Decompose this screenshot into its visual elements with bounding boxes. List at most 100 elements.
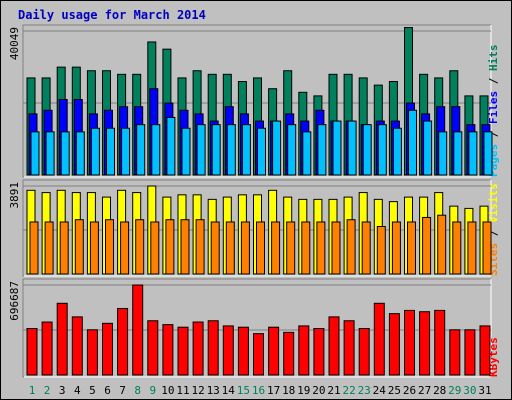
bar-pages [90, 127, 100, 176]
x-tick-label: 3 [59, 384, 66, 397]
bar-pages [226, 124, 236, 176]
bar-pages [392, 127, 402, 176]
x-tick-label: 17 [267, 384, 280, 397]
bar-pages [181, 127, 191, 176]
bar-sites [301, 221, 311, 275]
legend-entry: Visits [487, 183, 500, 223]
bar-kbytes [41, 321, 53, 376]
bar-pages [483, 131, 493, 176]
bar-sites [256, 221, 265, 275]
bar-kbytes [86, 329, 98, 376]
bar-sites [376, 226, 386, 275]
bar-sites [240, 221, 250, 275]
bar-pages [438, 131, 448, 176]
x-tick-label: 9 [149, 384, 156, 397]
x-tick-label: 16 [252, 384, 265, 397]
bar-sites [422, 216, 432, 275]
bar-pages [75, 131, 85, 176]
legend-entry: / [487, 71, 500, 91]
y-max-label: 696687 [8, 281, 21, 321]
bar-pages [211, 124, 221, 176]
bar-sites [150, 221, 160, 275]
bar-pages [332, 120, 342, 176]
legend-entry: Hits [487, 45, 500, 72]
bar-sites [59, 221, 69, 275]
bar-pages [453, 131, 463, 176]
bar-pages [317, 124, 327, 176]
bar-kbytes [404, 309, 415, 376]
bar-kbytes [373, 302, 385, 376]
bar-pages [166, 116, 176, 176]
bar-kbytes [268, 326, 280, 376]
bar-kbytes [237, 326, 249, 376]
bar-kbytes [71, 316, 83, 376]
bar-sites [482, 221, 492, 275]
bar-sites [210, 221, 220, 275]
bar-pages [377, 124, 387, 176]
y-max-label: 40049 [8, 27, 21, 60]
bar-sites [29, 221, 39, 275]
bar-pages [196, 124, 206, 176]
bar-sites [165, 219, 175, 275]
bar-pages [347, 120, 357, 176]
y-max-label: 3891 [8, 182, 21, 209]
bar-kbytes [147, 320, 159, 376]
bar-kbytes [434, 309, 446, 376]
bar-pages [287, 124, 297, 176]
bar-kbytes [222, 325, 234, 376]
x-tick-label: 26 [403, 384, 416, 397]
bar-kbytes [253, 333, 264, 376]
bar-kbytes [479, 325, 491, 376]
bar-sites [361, 221, 371, 275]
x-tick-label: 11 [176, 384, 189, 397]
x-tick-label: 5 [89, 384, 96, 397]
bar-kbytes [207, 320, 219, 376]
x-tick-label: 7 [119, 384, 126, 397]
bar-sites [407, 221, 416, 275]
x-tick-label: 27 [418, 384, 431, 397]
bar-sites [346, 219, 356, 275]
bar-kbytes [56, 302, 68, 376]
x-tick-label: 20 [312, 384, 325, 397]
x-tick-label: 10 [161, 384, 174, 397]
bar-kbytes [343, 320, 355, 376]
x-tick-label: 4 [74, 384, 81, 397]
bar-sites [467, 221, 477, 275]
bar-kbytes [298, 325, 310, 376]
bar-sites [105, 219, 114, 275]
bar-sites [271, 221, 281, 275]
bar-kbytes [117, 307, 129, 376]
bar-kbytes [419, 311, 431, 376]
x-tick-label: 29 [448, 384, 461, 397]
bar-pages [30, 131, 40, 176]
x-tick-label: 31 [478, 384, 491, 397]
bar-sites [180, 219, 190, 275]
x-tick-label: 1 [29, 384, 36, 397]
chart-title: Daily usage for March 2014 [18, 8, 206, 22]
bar-kbytes [464, 329, 476, 376]
legend-entry: Files [487, 91, 500, 124]
bar-kbytes [177, 326, 189, 376]
bar-kbytes [192, 321, 204, 376]
bar-pages [423, 120, 433, 176]
bar-pages [241, 124, 251, 176]
x-tick-label: 2 [44, 384, 51, 397]
bar-kbytes [26, 327, 38, 376]
bar-pages [45, 131, 55, 176]
x-tick-label: 25 [388, 384, 401, 397]
bar-sites [44, 221, 54, 275]
bar-pages [302, 131, 312, 176]
x-tick-label: 14 [222, 384, 236, 397]
bar-pages [136, 124, 146, 176]
bar-kbytes [358, 327, 370, 376]
x-tick-label: 18 [282, 384, 295, 397]
bar-sites [331, 221, 341, 275]
x-tick-label: 15 [237, 384, 250, 397]
x-tick-label: 21 [327, 384, 340, 397]
bar-kbytes [162, 324, 174, 376]
x-tick-label: 24 [373, 384, 387, 397]
bar-sites [316, 221, 326, 275]
x-tick-label: 6 [104, 384, 111, 397]
bar-pages [106, 127, 115, 176]
